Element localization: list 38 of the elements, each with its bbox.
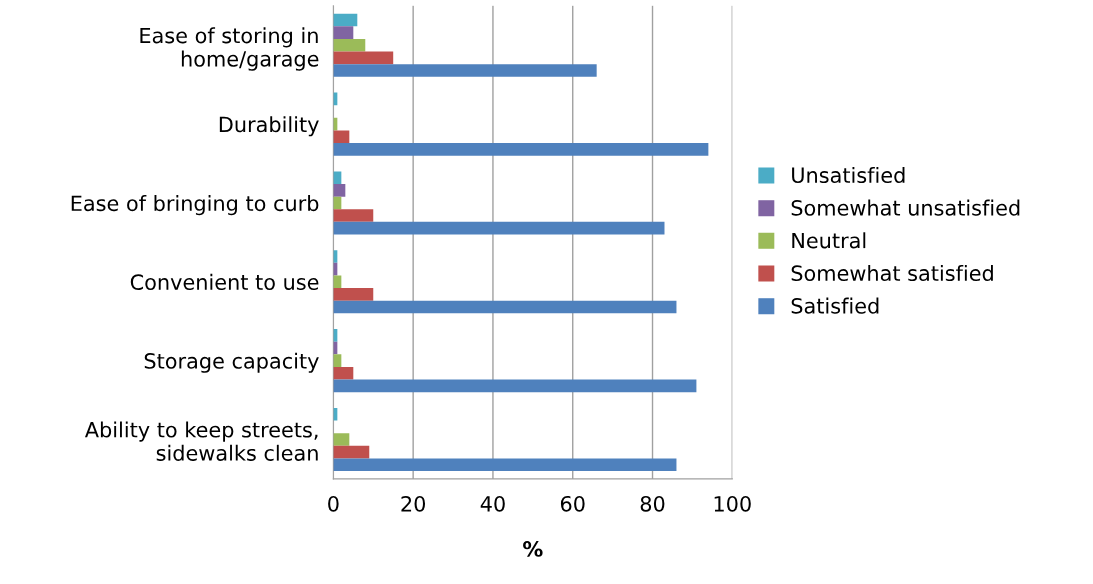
x-axis-title: % bbox=[523, 541, 543, 557]
bar bbox=[333, 38, 366, 52]
x-tick-label: 40 bbox=[480, 495, 505, 512]
legend-label: Satisfied bbox=[791, 297, 879, 314]
legend-label: Somewhat unsatisfied bbox=[791, 199, 1020, 216]
x-tick-label: 0 bbox=[328, 495, 339, 512]
x-tick-label: 60 bbox=[560, 495, 585, 512]
bar bbox=[333, 288, 374, 301]
bar bbox=[333, 171, 342, 185]
bar bbox=[333, 458, 677, 471]
y-tick-label: Ease of storing in home/garage bbox=[140, 27, 319, 71]
bar bbox=[333, 184, 346, 197]
bar bbox=[333, 143, 709, 156]
x-tick-label: 100 bbox=[714, 495, 751, 512]
bar bbox=[333, 130, 350, 144]
y-tick-label: Ease of bringing to curb bbox=[71, 195, 319, 216]
bar bbox=[333, 300, 677, 314]
bar bbox=[333, 379, 697, 393]
y-tick-label: Ability to keep streets, sidewalks clean bbox=[84, 421, 318, 461]
legend-label: Unsatisfied bbox=[792, 166, 905, 184]
y-tick-label: Durability bbox=[219, 116, 319, 137]
bar bbox=[333, 51, 394, 65]
bar bbox=[333, 433, 350, 446]
bar bbox=[333, 275, 342, 289]
bar bbox=[333, 64, 597, 77]
y-tick-label: Convenient to use bbox=[130, 273, 319, 290]
bar bbox=[333, 366, 354, 380]
x-tick-label: 80 bbox=[640, 495, 665, 512]
bar bbox=[333, 26, 354, 39]
bar bbox=[333, 13, 358, 27]
x-tick-label: 20 bbox=[401, 495, 426, 512]
bar bbox=[333, 221, 665, 235]
bar bbox=[333, 209, 374, 222]
legend-label: Somewhat satisfied bbox=[791, 264, 993, 282]
bar bbox=[333, 354, 342, 367]
legend-label: Neutral bbox=[792, 232, 866, 249]
y-tick-label: Storage capacity bbox=[144, 352, 319, 373]
bar bbox=[333, 445, 370, 459]
